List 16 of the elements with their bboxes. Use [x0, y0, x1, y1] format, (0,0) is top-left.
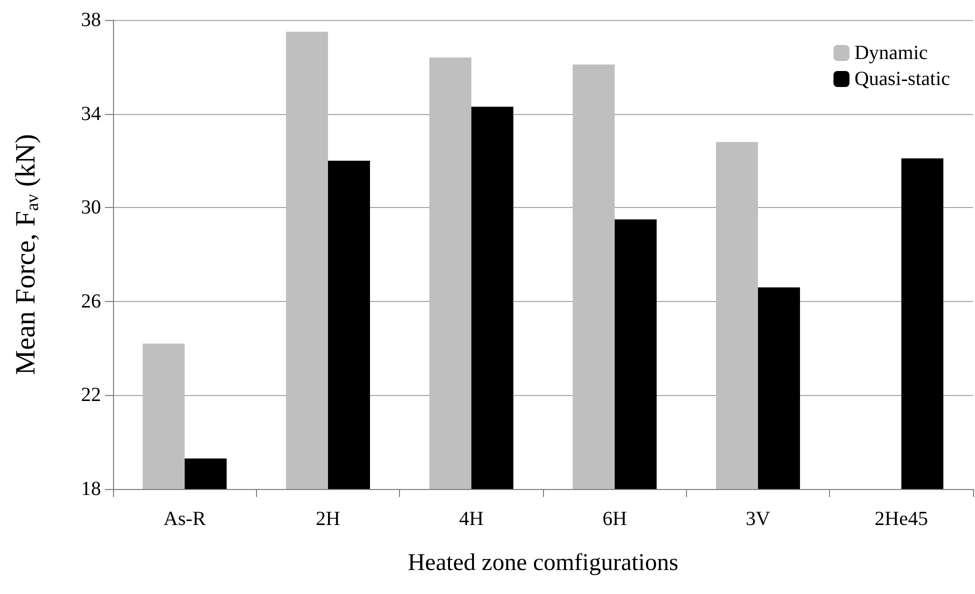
x-tick-label: 2H [316, 508, 340, 530]
x-axis-title: Heated zone comfigurations [408, 550, 678, 576]
x-tick-label: As-R [164, 508, 206, 530]
y-tick-label: 34 [81, 102, 101, 125]
y-tick-label: 38 [81, 9, 101, 31]
legend-label: Quasi-static [854, 68, 950, 90]
y-tick-label: 18 [81, 478, 101, 500]
x-tick-label: 2He45 [874, 508, 928, 530]
x-tick-label: 3V [746, 508, 771, 530]
x-tick-label: 4H [459, 508, 484, 530]
y-tick-label: 30 [81, 196, 101, 219]
y-tick-label: 26 [81, 290, 101, 312]
y-axis-title: Mean Force, Fav (kN) [10, 134, 42, 375]
x-tick-label: 6H [602, 508, 627, 530]
legend-label: Dynamic [854, 42, 928, 64]
y-tick-label: 22 [81, 384, 101, 406]
